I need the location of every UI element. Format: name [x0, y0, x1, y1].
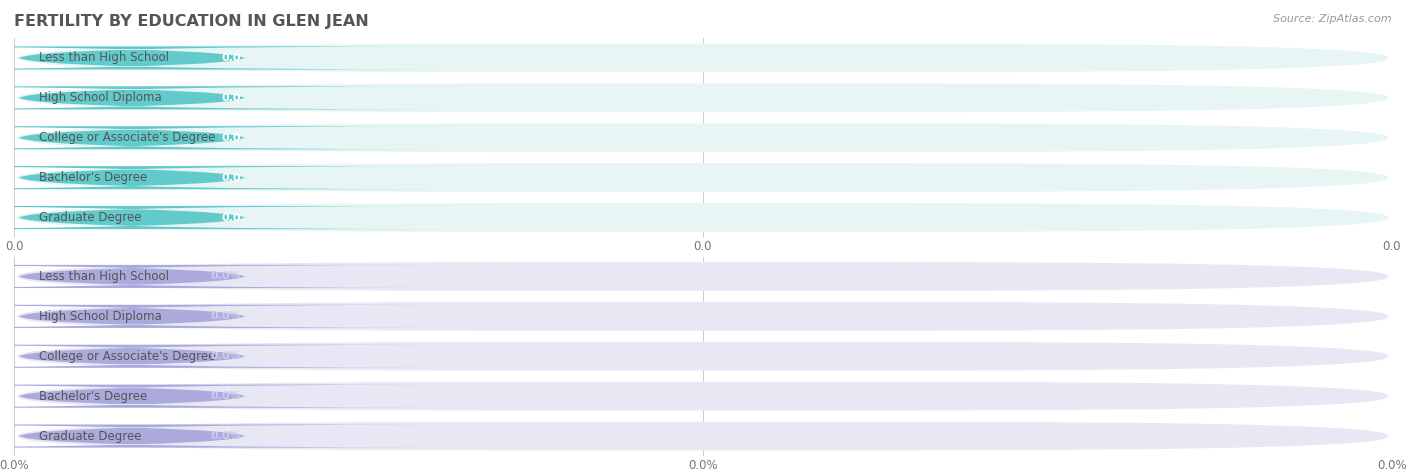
- FancyBboxPatch shape: [0, 47, 460, 69]
- Text: College or Associate's Degree: College or Associate's Degree: [39, 350, 215, 363]
- Text: 0.0: 0.0: [222, 212, 242, 223]
- FancyBboxPatch shape: [0, 385, 460, 408]
- FancyBboxPatch shape: [0, 425, 460, 447]
- Text: College or Associate's Degree: College or Associate's Degree: [39, 131, 215, 144]
- Text: Less than High School: Less than High School: [39, 270, 169, 283]
- FancyBboxPatch shape: [18, 163, 1388, 192]
- Text: 0.0: 0.0: [222, 172, 242, 183]
- FancyBboxPatch shape: [18, 124, 1388, 152]
- FancyBboxPatch shape: [18, 342, 1388, 370]
- Text: Source: ZipAtlas.com: Source: ZipAtlas.com: [1274, 14, 1392, 24]
- Text: Less than High School: Less than High School: [39, 51, 169, 65]
- FancyBboxPatch shape: [0, 265, 460, 288]
- Text: 0.0: 0.0: [222, 133, 242, 143]
- Text: 0.0: 0.0: [222, 53, 242, 63]
- Text: High School Diploma: High School Diploma: [39, 310, 162, 323]
- FancyBboxPatch shape: [18, 422, 1388, 450]
- Text: 0.0%: 0.0%: [211, 271, 242, 282]
- Text: 0.0%: 0.0%: [211, 391, 242, 401]
- Text: Bachelor's Degree: Bachelor's Degree: [39, 171, 148, 184]
- FancyBboxPatch shape: [18, 44, 1388, 72]
- Text: 0.0%: 0.0%: [211, 431, 242, 441]
- FancyBboxPatch shape: [0, 166, 460, 189]
- FancyBboxPatch shape: [18, 382, 1388, 410]
- Text: High School Diploma: High School Diploma: [39, 91, 162, 104]
- FancyBboxPatch shape: [18, 302, 1388, 331]
- FancyBboxPatch shape: [0, 305, 460, 328]
- FancyBboxPatch shape: [18, 203, 1388, 232]
- Text: Graduate Degree: Graduate Degree: [39, 429, 142, 443]
- Text: Graduate Degree: Graduate Degree: [39, 211, 142, 224]
- Text: FERTILITY BY EDUCATION IN GLEN JEAN: FERTILITY BY EDUCATION IN GLEN JEAN: [14, 14, 368, 29]
- FancyBboxPatch shape: [0, 86, 460, 109]
- FancyBboxPatch shape: [0, 206, 460, 229]
- Text: 0.0%: 0.0%: [211, 311, 242, 322]
- FancyBboxPatch shape: [0, 126, 460, 149]
- Text: 0.0%: 0.0%: [211, 351, 242, 361]
- FancyBboxPatch shape: [0, 345, 460, 368]
- FancyBboxPatch shape: [18, 262, 1388, 291]
- Text: 0.0: 0.0: [222, 93, 242, 103]
- FancyBboxPatch shape: [18, 84, 1388, 112]
- Text: Bachelor's Degree: Bachelor's Degree: [39, 390, 148, 403]
